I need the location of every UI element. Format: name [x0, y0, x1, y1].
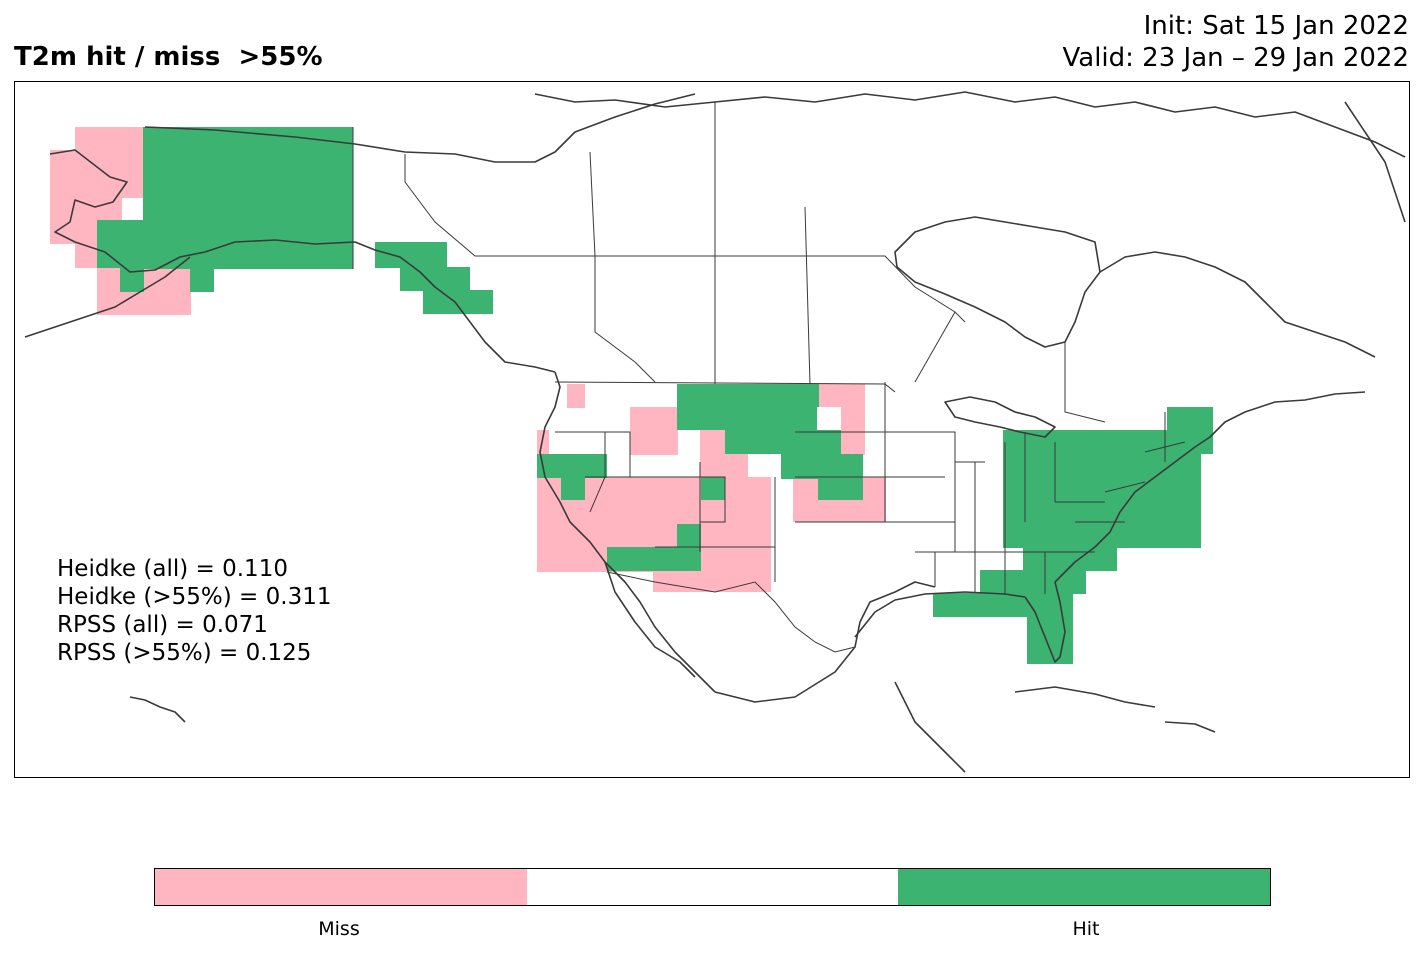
rpss-55: RPSS (>55%) = 0.125 [57, 640, 312, 666]
north-america-map [24, 91, 1406, 773]
hit-cells [97, 127, 1213, 664]
hit-cell [537, 454, 607, 478]
mexico-gulf-coast [714, 581, 936, 703]
colorbar-hit-label: Hit [1072, 918, 1100, 940]
miss-cell [567, 384, 585, 408]
hudson-bay [894, 216, 1101, 348]
hit-cell [781, 384, 819, 407]
hit-cell [423, 290, 493, 314]
colorbar-miss-label: Miss [318, 918, 360, 940]
central-america [894, 681, 966, 773]
miss-cell [630, 407, 678, 455]
miss-cell [818, 384, 865, 407]
colorbar-miss-segment [155, 869, 527, 905]
hit-cell [97, 220, 145, 268]
arctic-coast [144, 93, 696, 163]
hit-cell [677, 524, 701, 548]
hit-cell [143, 127, 353, 269]
hispaniola [1164, 721, 1216, 733]
colorbar-hit-segment [898, 869, 1271, 905]
hit-cell [561, 477, 585, 500]
valid-date: Valid: 23 Jan – 29 Jan 2022 [1062, 43, 1410, 73]
mexico-border [606, 571, 856, 653]
hit-cell [1027, 616, 1073, 664]
florida [1024, 581, 1066, 663]
hit-cell [701, 477, 725, 500]
rpss-all: RPSS (all) = 0.071 [57, 612, 268, 638]
init-date: Init: Sat 15 Jan 2022 [1143, 11, 1409, 41]
forecast-dates: Init: Sat 15 Jan 2022 Valid: 23 Jan – 29… [1063, 10, 1410, 74]
us-states-east [1004, 412, 1186, 594]
baja [604, 561, 696, 678]
miss-cell [841, 407, 865, 455]
miss-cell [50, 150, 145, 198]
borders [352, 102, 1186, 653]
greenland-edge [1344, 101, 1406, 223]
colorbar-none-segment [526, 869, 899, 905]
map-panel [14, 81, 1410, 778]
heidke-all: Heidke (all) = 0.110 [57, 556, 288, 582]
coastlines [24, 91, 1406, 773]
us-states-central [885, 431, 1025, 594]
hit-cell [375, 242, 447, 268]
alaska-coast [49, 149, 556, 373]
hit-cell [933, 593, 1073, 617]
hawaii [129, 696, 186, 723]
east-coast-us [1054, 391, 1366, 583]
west-coast-us [539, 371, 716, 693]
hit-cell [1003, 430, 1201, 548]
provinces [589, 102, 1106, 423]
aleutians [24, 256, 191, 338]
cuba [1014, 686, 1156, 708]
hit-cell [190, 267, 214, 292]
great-lakes [944, 396, 1056, 438]
hit-cell [818, 477, 863, 500]
labrador-coast [1099, 251, 1376, 358]
map-title: T2m hit / miss >55% [14, 42, 323, 72]
arctic-islands [534, 91, 1406, 158]
colorbar [154, 868, 1271, 906]
hit-cell [781, 454, 863, 479]
hit-cell [607, 547, 701, 571]
skill-scores: Heidke (all) = 0.110 Heidke (>55%) = 0.3… [57, 555, 331, 667]
hit-cell [725, 430, 841, 454]
hit-cell [980, 570, 1086, 594]
heidke-55: Heidke (>55%) = 0.311 [57, 584, 332, 610]
